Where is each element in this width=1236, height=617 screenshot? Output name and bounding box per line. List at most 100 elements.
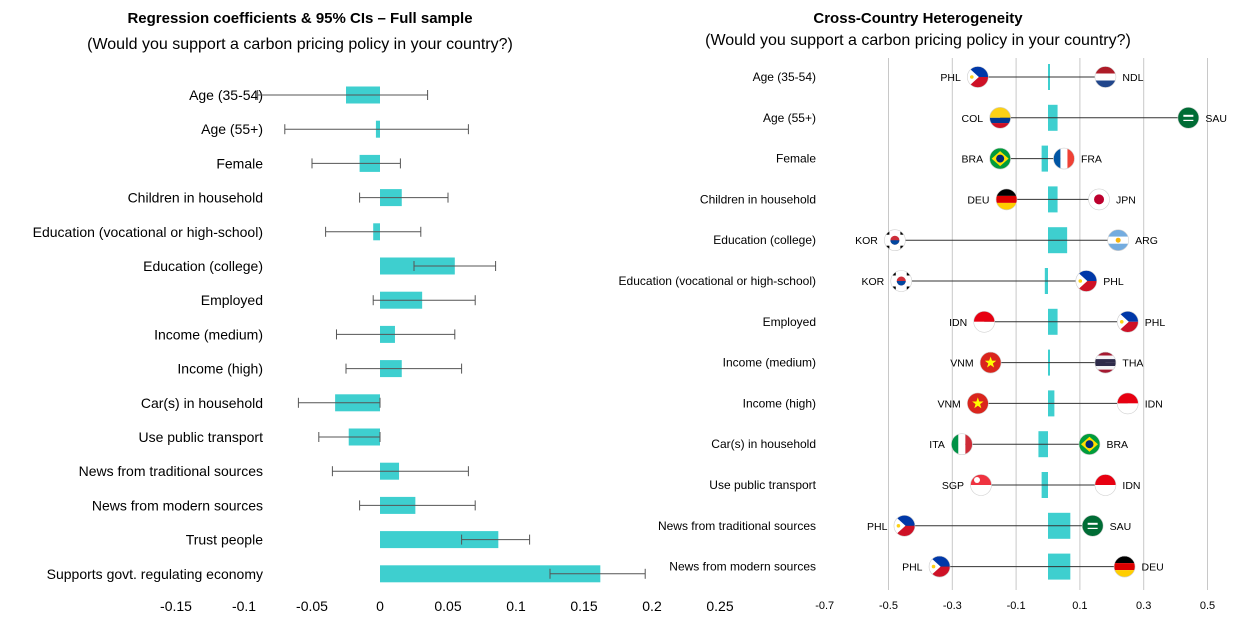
flag-taegeuk-blue xyxy=(890,240,900,245)
flag-stripe xyxy=(1094,366,1116,370)
flag-trigram xyxy=(886,245,890,249)
flag-sun xyxy=(1078,279,1083,283)
x-tick-label: 0.1 xyxy=(506,598,526,614)
flag-border xyxy=(1081,514,1104,537)
idn-flag-icon xyxy=(1094,474,1116,496)
x-tick-label: -0.15 xyxy=(160,598,192,614)
row-label: Use public transport xyxy=(709,478,816,492)
flag-border xyxy=(1078,433,1101,456)
category-label: Age (55+) xyxy=(201,121,263,137)
flag-script xyxy=(1087,522,1098,525)
x-tick-label: 0.3 xyxy=(1136,600,1151,612)
max-country-label: IDN xyxy=(1122,480,1140,492)
flag-stripe xyxy=(996,202,1018,210)
max-country-label: ARG xyxy=(1135,235,1158,247)
row-label: News from modern sources xyxy=(669,560,816,574)
category-label: Income (medium) xyxy=(154,326,263,342)
flag-stripe xyxy=(1067,148,1075,170)
flag-stripe xyxy=(970,474,992,485)
row-label: Car(s) in household xyxy=(711,437,816,451)
heterogeneity-row: Income (high) VNM IDN xyxy=(743,390,1163,417)
flag-stripe xyxy=(1094,474,1116,485)
flag-globe xyxy=(1085,440,1094,449)
max-country-label: NDL xyxy=(1122,72,1143,84)
flag-border xyxy=(967,66,989,88)
flag-star xyxy=(972,397,984,409)
min-country-label: COL xyxy=(962,113,984,125)
max-country-label: SAU xyxy=(1110,521,1132,533)
min-country-label: KOR xyxy=(861,276,884,288)
flag-stripe xyxy=(1117,392,1139,404)
heterogeneity-row: Age (35-54) PHL NDL xyxy=(753,64,1144,90)
ita-flag-icon xyxy=(951,433,973,455)
x-tick-label: 0 xyxy=(376,598,384,614)
flag-stripe xyxy=(1114,563,1136,571)
flag-part xyxy=(893,525,915,537)
left-chart-subtitle: (Would you support a carbon pricing poli… xyxy=(87,36,513,53)
min-country-label: PHL xyxy=(940,72,961,84)
x-tick-label: -0.05 xyxy=(296,598,328,614)
row-label: Age (55+) xyxy=(763,111,816,125)
flag-script xyxy=(1183,114,1194,117)
flag-border xyxy=(1107,229,1129,251)
heterogeneity-row: Use public transport SGP IDN xyxy=(709,472,1141,498)
min-country-label: VNM xyxy=(950,358,973,370)
min-country-label: KOR xyxy=(855,235,878,247)
flag-sun xyxy=(1119,320,1124,324)
x-tick-label: 0.5 xyxy=(1200,600,1215,612)
min-country-label: BRA xyxy=(962,154,984,166)
tha-flag-icon xyxy=(1094,352,1116,374)
flag-border xyxy=(951,433,973,456)
coefficient-bar xyxy=(380,565,601,583)
max-country-label: FRA xyxy=(1081,154,1102,166)
flag-border xyxy=(970,474,992,496)
category-label: Use public transport xyxy=(138,429,263,445)
flag-part xyxy=(989,117,1011,124)
flag-border xyxy=(890,270,913,292)
coefficients-panel: Regression coefficients & 95% CIs – Full… xyxy=(0,0,734,617)
flag-border xyxy=(1053,147,1075,170)
row-label: Income (high) xyxy=(743,396,816,410)
sgp-flag-icon xyxy=(970,474,992,496)
coefficients-chart: Age (35-54) Age (55+) Female Children in ho… xyxy=(33,86,734,614)
row-label: Education (vocational or high-school) xyxy=(619,274,816,288)
min-country-label: SGP xyxy=(942,480,964,492)
flag-part xyxy=(989,107,1011,118)
vnm-flag-icon xyxy=(967,392,989,414)
x-tick-label: 0.05 xyxy=(434,598,461,614)
flag-stripe xyxy=(1094,73,1116,81)
max-country-label: IDN xyxy=(1145,398,1163,410)
flag-stripe xyxy=(1114,556,1136,564)
flag-part xyxy=(989,123,1011,129)
nld-flag-icon xyxy=(1094,66,1116,88)
max-country-label: JPN xyxy=(1116,194,1136,206)
coefficient-bar xyxy=(380,531,499,549)
flag-part xyxy=(893,515,915,526)
x-tick-label: 0.15 xyxy=(570,598,597,614)
category-label: Female xyxy=(216,155,263,171)
flag-border xyxy=(1113,555,1136,578)
flag-stripe xyxy=(1117,403,1139,414)
flag-trigram xyxy=(892,272,896,276)
flag-stripe xyxy=(1094,359,1116,363)
flag-border xyxy=(995,188,1018,211)
flag-border xyxy=(967,392,989,415)
flag-sun xyxy=(970,75,974,79)
flag-sun xyxy=(1115,237,1121,243)
flag-stripe xyxy=(1060,148,1068,170)
heterogeneity-row: Female BRA FRA xyxy=(776,145,1102,172)
max-country-label: BRA xyxy=(1106,439,1128,451)
flag-trigram xyxy=(892,286,896,290)
phl-flag-icon xyxy=(893,515,915,537)
heterogeneity-row: Age (55+) COL SAU xyxy=(763,104,1227,131)
max-country-label: THA xyxy=(1122,358,1143,370)
min-country-label: IDN xyxy=(949,317,967,329)
flag-sun xyxy=(931,564,936,569)
flag-border xyxy=(1116,310,1139,333)
flag-stripe xyxy=(951,433,959,455)
left-chart-title: Regression coefficients & 95% CIs – Full… xyxy=(127,10,473,27)
heterogeneity-row: Car(s) in household ITA BRA xyxy=(711,431,1128,458)
heterogeneity-row: Employed IDN PHL xyxy=(763,308,1165,335)
row-label: Children in household xyxy=(700,192,816,206)
category-label: Children in household xyxy=(128,190,263,206)
